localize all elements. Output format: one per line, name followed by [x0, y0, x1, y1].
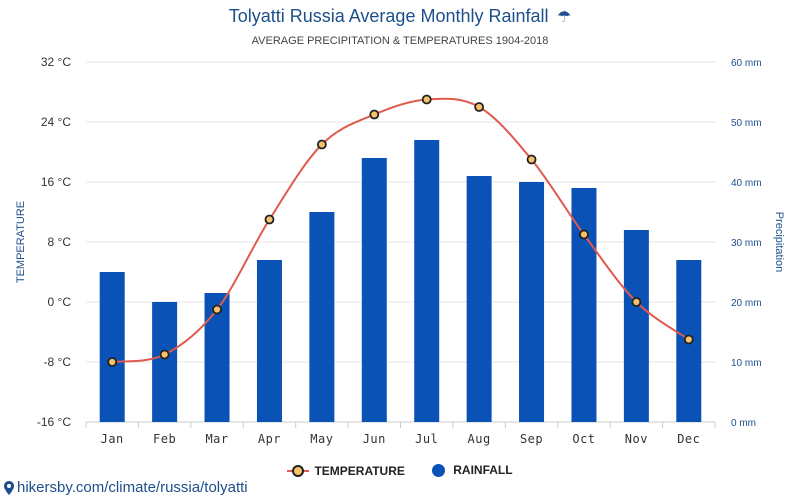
legend-item-rainfall[interactable]: RAINFALL: [432, 463, 513, 477]
legend: TEMPERATURE RAINFALL: [0, 463, 800, 480]
chart-title-wrap: Tolyatti Russia Average Monthly Rainfall…: [0, 6, 800, 27]
y-left-tick-label: 24 °C: [41, 115, 71, 129]
temperature-point: [316, 139, 327, 150]
chart-subtitle: AVERAGE PRECIPITATION & TEMPERATURES 190…: [251, 35, 549, 47]
y-right-tick-label: 50 mm: [731, 118, 762, 129]
y-right-tick-label: 40 mm: [731, 178, 762, 189]
rainfall-dot-icon: [432, 463, 446, 477]
y-left-tick-label: 16 °C: [41, 175, 71, 189]
x-tick-label: Jun: [363, 432, 386, 446]
x-tick-label: May: [310, 432, 333, 446]
x-tick-label: Oct: [572, 432, 595, 446]
rainfall-bar: [309, 212, 335, 422]
temperature-point: [264, 214, 275, 225]
temperature-point: [579, 229, 589, 240]
rainfall-bar: [623, 230, 649, 422]
y-right-tick-label: 0 mm: [731, 418, 756, 429]
footer-link[interactable]: hikersby.com/climate/russia/tolyatti: [17, 479, 248, 496]
temperature-point: [107, 357, 118, 367]
rainfall-bar: [414, 140, 440, 422]
y-left-tick-label: 8 °C: [48, 235, 72, 249]
chart-title: Tolyatti Russia Average Monthly Rainfall: [228, 6, 549, 26]
rainfall-bar: [256, 260, 282, 422]
x-tick-label: Apr: [258, 432, 281, 446]
rainfall-bar: [519, 182, 545, 422]
rainfall-bar: [204, 293, 230, 422]
x-tick-label: Sep: [520, 432, 543, 446]
legend-item-temperature[interactable]: TEMPERATURE: [287, 463, 405, 478]
legend-label-temperature: TEMPERATURE: [314, 463, 405, 478]
rainfall-bar: [99, 272, 125, 422]
temperature-point: [631, 297, 642, 307]
y-right-tick-label: 20 mm: [731, 298, 762, 309]
x-tick-label: Mar: [205, 432, 228, 446]
temperature-point: [683, 334, 694, 345]
location-pin-icon: [4, 480, 14, 495]
temperature-line: [112, 97, 690, 363]
legend-label-rainfall: RAINFALL: [453, 463, 513, 477]
rainfall-bar: [152, 302, 178, 422]
temperature-point: [474, 102, 485, 112]
temperature-line-marker-icon: [287, 464, 310, 477]
y-left-axis-title: TEMPERATURE: [15, 201, 27, 283]
rainfall-bar: [361, 158, 387, 422]
y-right-tick-label: 30 mm: [731, 238, 762, 249]
temperature-point: [421, 94, 432, 105]
y-left-tick-label: -8 °C: [44, 355, 72, 369]
x-tick-label: Dec: [677, 432, 700, 446]
y-right-tick-label: 10 mm: [731, 358, 762, 369]
x-tick-label: Jul: [415, 432, 438, 446]
temperature-point: [212, 304, 222, 315]
x-tick-label: Nov: [625, 432, 648, 446]
umbrella-icon: ☂: [556, 9, 572, 26]
x-tick-label: Feb: [153, 432, 176, 446]
y-left-tick-label: -16 °C: [37, 415, 71, 429]
y-left-tick-label: 32 °C: [41, 55, 71, 69]
temperature-point: [369, 109, 380, 120]
chart-area: -16 °C -8 °C 0 °C 8 °C 16 °C 24 °C 32 °C 0 mm 10…: [15, 55, 785, 446]
rainfall-bar: [571, 188, 597, 422]
temperature-point: [159, 349, 170, 360]
footer[interactable]: hikersby.com/climate/russia/tolyatti: [4, 479, 248, 496]
rainfall-bar: [466, 176, 492, 422]
temperature-point: [526, 154, 537, 165]
x-tick-label: Jan: [101, 432, 124, 446]
y-left-tick-label: 0 °C: [48, 295, 72, 309]
y-right-tick-label: 60 mm: [731, 58, 762, 69]
x-tick-label: Aug: [468, 432, 491, 446]
y-right-axis-title: Precipitation: [773, 212, 785, 273]
